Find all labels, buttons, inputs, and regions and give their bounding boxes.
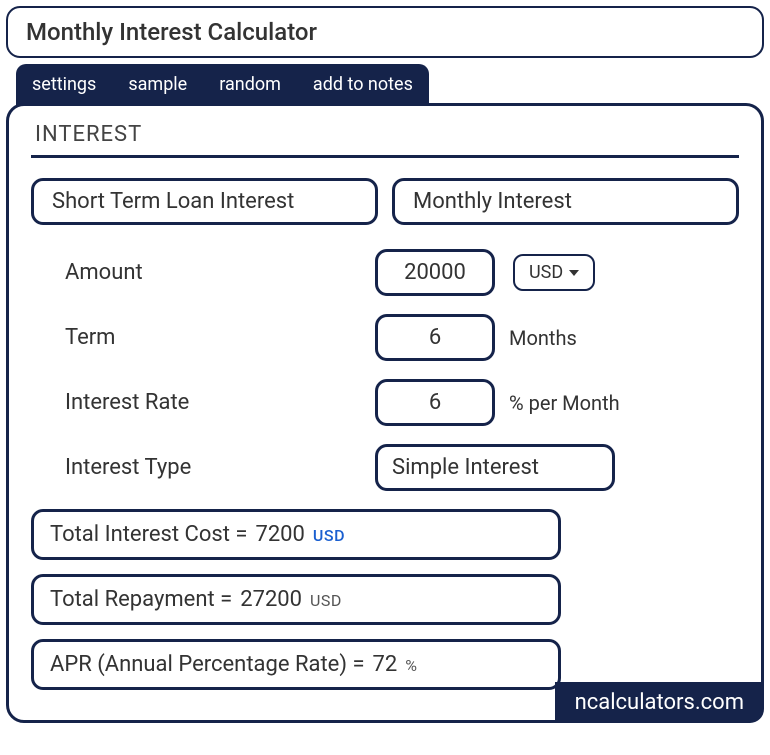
page-title: Monthly Interest Calculator (6, 6, 764, 58)
result-repayment: Total Repayment = 27200 USD (31, 574, 561, 625)
currency-value: USD (529, 262, 563, 283)
type-short-term[interactable]: Short Term Loan Interest (31, 178, 378, 225)
repayment-label: Total Repayment = (50, 587, 232, 612)
field-rate: Interest Rate % per Month (31, 379, 739, 426)
type-monthly[interactable]: Monthly Interest (392, 178, 739, 225)
term-input[interactable] (375, 314, 495, 361)
interest-cost-unit: USD (313, 526, 345, 545)
rate-label: Interest Rate (65, 390, 375, 415)
repayment-value: 27200 (240, 587, 302, 612)
result-interest-cost: Total Interest Cost = 7200 USD (31, 509, 561, 560)
tab-random[interactable]: random (203, 64, 297, 105)
field-interest-type: Interest Type Simple Interest (31, 444, 739, 491)
brand-badge: ncalculators.com (555, 682, 764, 723)
calculator-card: INTEREST Short Term Loan Interest Monthl… (6, 103, 764, 723)
term-unit: Months (509, 326, 577, 350)
interest-type-select[interactable]: Simple Interest (375, 444, 615, 491)
apr-unit: % (405, 656, 417, 675)
tab-settings[interactable]: settings (16, 64, 112, 105)
apr-label: APR (Annual Percentage Rate) = (50, 652, 365, 677)
field-term: Term Months (31, 314, 739, 361)
repayment-unit: USD (310, 591, 342, 610)
rate-input[interactable] (375, 379, 495, 426)
tab-add-to-notes[interactable]: add to notes (297, 64, 429, 105)
amount-input[interactable] (375, 249, 495, 296)
rate-unit: % per Month (509, 391, 620, 415)
apr-value: 72 (373, 652, 398, 677)
calc-type-row: Short Term Loan Interest Monthly Interes… (31, 178, 739, 225)
interest-type-label: Interest Type (65, 455, 375, 480)
chevron-down-icon (569, 270, 579, 276)
field-amount: Amount USD (31, 249, 739, 296)
interest-cost-value: 7200 (255, 522, 304, 547)
result-apr: APR (Annual Percentage Rate) = 72 % (31, 639, 561, 690)
tabs: settings sample random add to notes (16, 64, 429, 105)
section-title: INTEREST (31, 120, 739, 158)
tab-sample[interactable]: sample (112, 64, 203, 105)
currency-select[interactable]: USD (513, 254, 595, 291)
interest-cost-label: Total Interest Cost = (50, 522, 247, 547)
term-label: Term (65, 325, 375, 350)
amount-label: Amount (65, 260, 375, 285)
